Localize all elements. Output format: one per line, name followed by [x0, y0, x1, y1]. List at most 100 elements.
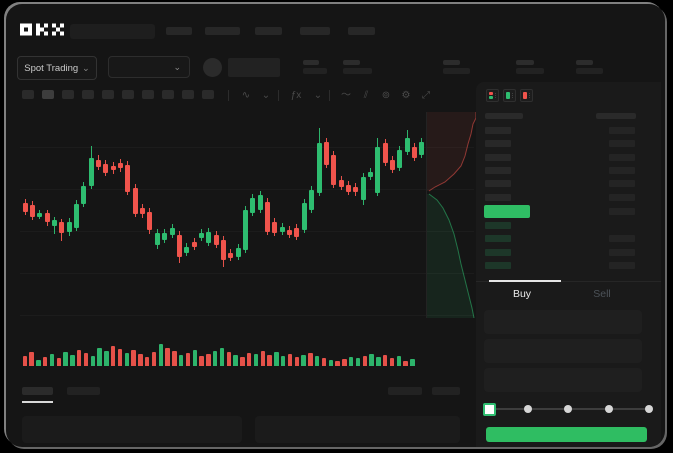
candle: [140, 208, 146, 214]
candle: [375, 147, 381, 193]
timeframe-button[interactable]: [102, 90, 114, 99]
coin-avatar[interactable]: [203, 58, 222, 77]
volume-bar: [56, 358, 61, 366]
volume-bar: [280, 356, 286, 366]
volume-bar: [233, 355, 238, 366]
gridline: [20, 273, 474, 274]
timeframe-button[interactable]: [82, 90, 94, 99]
price-input-placeholder[interactable]: [484, 310, 642, 334]
last-price-bar[interactable]: [484, 205, 530, 218]
okx-logo[interactable]: [20, 23, 64, 36]
slider-step-dot[interactable]: [523, 405, 532, 413]
volume-bar: [240, 357, 245, 366]
slider-step-dot[interactable]: [604, 405, 613, 413]
tab-buy[interactable]: Buy: [512, 288, 532, 300]
volume-bar: [178, 355, 184, 366]
total-input-placeholder[interactable]: [484, 368, 642, 392]
settings-icon[interactable]: ⚙: [401, 90, 411, 101]
nav-item-placeholder[interactable]: [300, 27, 330, 35]
orderbook-view-asks-icon[interactable]: [520, 89, 533, 102]
orderbook-view-combined-icon[interactable]: [486, 89, 499, 102]
ticker-stat-label: [303, 60, 319, 65]
market-type-selector[interactable]: Spot Trading ⌄: [17, 56, 97, 80]
chevron-down-icon[interactable]: ⌄: [261, 90, 271, 101]
candle: [323, 142, 329, 165]
candle: [213, 235, 219, 245]
volume-bar: [396, 356, 401, 366]
nav-item-placeholder[interactable]: [166, 27, 192, 35]
market-type-label: Spot Trading: [24, 62, 79, 74]
orderbook-amount-header: [596, 113, 636, 119]
bottom-action-placeholder[interactable]: [432, 387, 460, 395]
volume-bar: [246, 353, 252, 366]
nav-item-placeholder[interactable]: [255, 27, 282, 35]
fullscreen-icon[interactable]: ⤢: [422, 90, 430, 101]
candle: [287, 230, 293, 235]
volume-bar: [328, 360, 333, 366]
sell-amount-placeholder: [609, 153, 635, 161]
timeframe-button[interactable]: [182, 90, 194, 99]
volume-bar: [314, 356, 320, 366]
ticker-stat-label: [576, 60, 593, 65]
timeframe-button[interactable]: [62, 90, 74, 99]
candle: [390, 160, 395, 170]
slider-step-dot[interactable]: [564, 405, 572, 413]
bottom-tab-placeholder[interactable]: [22, 387, 53, 395]
gridline: [20, 147, 474, 148]
tabs-divider: [476, 281, 661, 282]
nav-item-placeholder[interactable]: [205, 27, 240, 35]
draw-tools-icon[interactable]: ⫽: [363, 90, 369, 101]
buy-submit-button[interactable]: [486, 427, 647, 442]
trendline-icon[interactable]: 〜: [341, 90, 351, 101]
candle: [397, 150, 403, 168]
volume-bar: [348, 357, 354, 366]
timeframe-button[interactable]: [122, 90, 134, 99]
volume-bar: [138, 354, 143, 366]
volume-bar: [90, 356, 95, 366]
candle: [88, 158, 94, 186]
volume-bar: [83, 353, 89, 366]
sell-price-placeholder: [485, 166, 511, 174]
volume-bar: [199, 356, 204, 366]
timeframe-button[interactable]: [22, 90, 34, 99]
candle: [309, 190, 315, 210]
chevron-down-icon: ⌄: [82, 62, 90, 73]
volume-bar: [389, 358, 395, 366]
candle: [250, 198, 256, 213]
timeframe-button[interactable]: [162, 90, 174, 99]
formula-icon[interactable]: ƒx: [290, 90, 302, 101]
sell-amount-placeholder: [609, 127, 635, 134]
candle: [184, 247, 190, 253]
bottom-action-placeholder[interactable]: [388, 387, 422, 395]
buy-amount-placeholder: [609, 261, 635, 269]
volume-bar: [369, 354, 374, 366]
volume-bar: [267, 355, 272, 366]
bottom-tab-placeholder[interactable]: [67, 387, 100, 395]
nav-item-placeholder[interactable]: [348, 27, 375, 35]
amount-input-placeholder[interactable]: [484, 339, 642, 363]
volume-bar: [410, 359, 415, 366]
nav-search-placeholder[interactable]: [70, 24, 155, 39]
slider-handle[interactable]: [483, 403, 496, 416]
volume-bar: [206, 354, 211, 366]
candle: [110, 166, 116, 170]
timeframe-button[interactable]: [142, 90, 154, 99]
candle: [96, 160, 101, 167]
tab-sell[interactable]: Sell: [593, 288, 611, 300]
timeframe-button[interactable]: [42, 90, 54, 99]
timeframe-button[interactable]: [202, 90, 214, 99]
candle: [81, 186, 87, 204]
chevron-down-icon[interactable]: ⌄: [313, 90, 323, 101]
buy-price-placeholder: [485, 235, 511, 243]
volume-bar: [131, 350, 136, 366]
volume-bar: [403, 361, 408, 366]
pair-name-placeholder[interactable]: [228, 58, 280, 77]
camera-icon[interactable]: ⊚: [381, 90, 391, 101]
slider-step-dot[interactable]: [645, 405, 653, 413]
pair-selector-dropdown[interactable]: ⌄: [108, 56, 190, 78]
candle: [29, 205, 35, 217]
candle: [257, 195, 263, 210]
indicator-wave-icon[interactable]: ∿: [241, 90, 251, 101]
orderbook-view-bids-icon[interactable]: [503, 89, 516, 102]
candle: [132, 188, 138, 214]
